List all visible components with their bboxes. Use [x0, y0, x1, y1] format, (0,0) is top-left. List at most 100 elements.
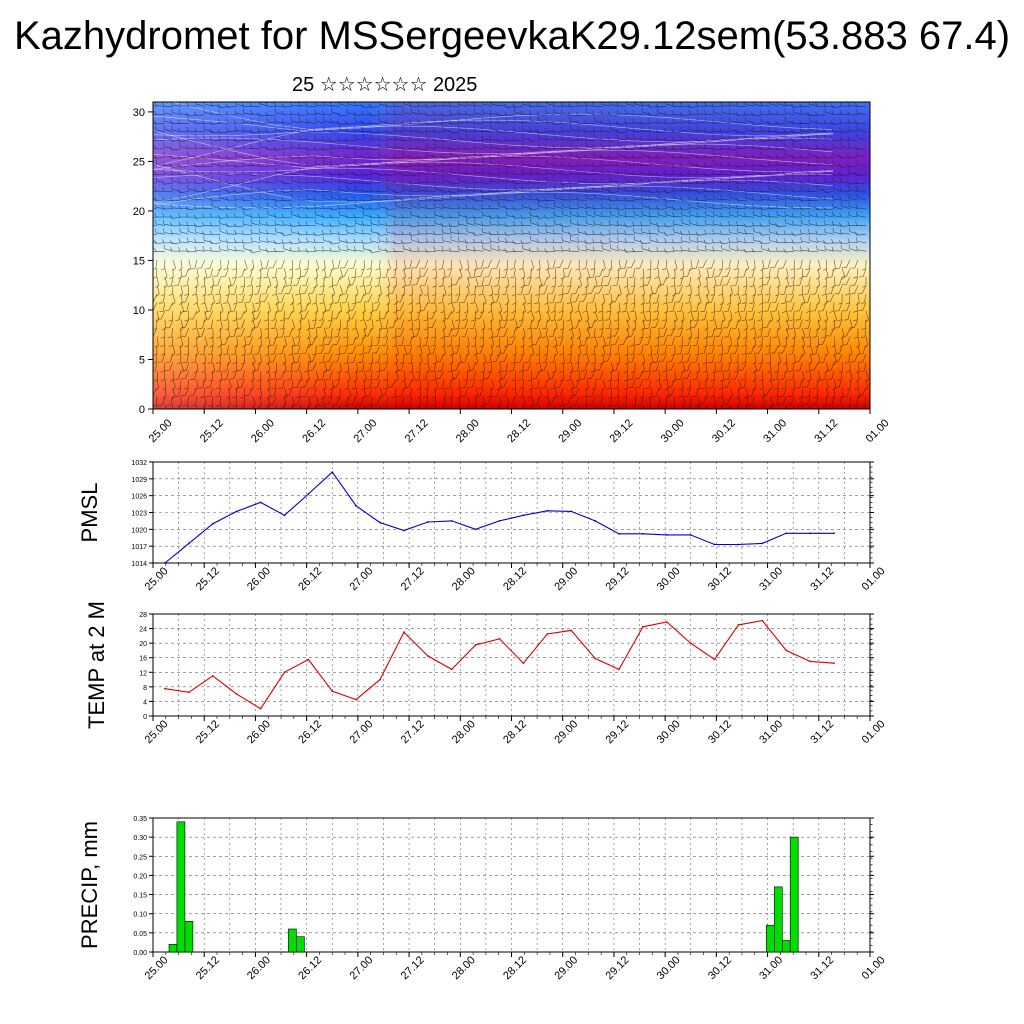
x-tick-label: 28.00 [450, 565, 478, 593]
data-point [498, 637, 501, 640]
x-tick-label: 29.00 [552, 718, 580, 746]
x-tick-label: 30.12 [706, 954, 734, 982]
x-tick-label: 25.12 [194, 565, 222, 593]
x-tick-label: 27.12 [399, 718, 427, 746]
data-point [642, 625, 644, 628]
y-tick-label: 0.00 [133, 950, 147, 957]
data-point [833, 662, 835, 665]
data-point [546, 633, 549, 635]
data-point [426, 655, 429, 657]
chart-title: Kazhydromet for MSSergeevkaK29.12sem(53.… [13, 14, 1011, 58]
data-point [307, 658, 310, 661]
profile-x-tick-label: 01.00 [864, 417, 892, 445]
data-point [594, 657, 596, 660]
profile-y-tick-label: 15 [133, 255, 145, 267]
y-tick-label: 0.25 [133, 854, 147, 861]
x-tick-label: 26.12 [296, 954, 324, 982]
data-point [642, 532, 644, 535]
data-point [570, 510, 573, 513]
data-point [713, 658, 716, 661]
x-tick-label: 26.00 [245, 718, 273, 746]
x-tick-label: 28.12 [501, 954, 529, 982]
y-tick-label: 8 [143, 685, 147, 692]
profile-x-tick-label: 30.12 [710, 417, 738, 445]
data-point [235, 693, 238, 695]
profile-y-tick-label: 10 [133, 305, 145, 317]
x-tick-label: 25.12 [194, 954, 222, 982]
y-tick-label: 0.35 [133, 816, 147, 823]
profile-x-tick-label: 25.12 [198, 417, 226, 445]
profile-x-tick-label: 25.00 [147, 417, 175, 445]
profile-x-tick-label: 29.00 [556, 417, 584, 445]
y-tick-label: 16 [139, 656, 147, 663]
data-point [570, 629, 573, 632]
precip-bar [296, 936, 305, 953]
data-point [403, 529, 405, 532]
profile-y-tick-label: 0 [139, 404, 145, 416]
x-tick-label: 29.00 [552, 954, 580, 982]
profile-x-tick-label: 29.12 [608, 417, 636, 445]
profile-y-tick-label: 5 [139, 354, 145, 366]
data-point [761, 542, 764, 545]
x-tick-label: 29.12 [604, 565, 632, 593]
profile-x-tick-label: 28.00 [454, 417, 482, 445]
data-point [833, 532, 835, 535]
profile-panel: 0 5 10 15 20 25 30 25.00 25.12 26.00 26.12 27.00 27.… [133, 101, 892, 445]
precip-bar [184, 921, 194, 953]
data-point [761, 619, 764, 622]
x-tick-label: 31.00 [757, 565, 785, 593]
y-tick-label: 1014 [131, 561, 147, 568]
data-point [450, 668, 453, 671]
x-tick-label: 26.00 [245, 954, 273, 982]
data-point [474, 528, 477, 531]
data-point [283, 671, 286, 674]
data-point [379, 678, 381, 681]
temp-panel: 0 4 8 12 16 20 24 28 25.00 25.12 26.00 26.12 27.00 27… [84, 601, 888, 746]
data-point [331, 690, 334, 693]
y-axis-label: PMSL [77, 483, 102, 543]
data-point [211, 522, 214, 525]
x-tick-label: 30.12 [706, 718, 734, 746]
data-point [618, 532, 620, 535]
data-point [737, 543, 740, 546]
precip-bar [288, 928, 297, 953]
data-point [211, 675, 214, 677]
x-tick-label: 27.00 [347, 954, 375, 982]
x-tick-label: 26.12 [296, 565, 324, 593]
y-tick-label: 0.20 [133, 873, 147, 880]
x-tick-label: 30.00 [655, 565, 683, 593]
profile-y-tick-label: 20 [133, 206, 145, 218]
profile-field-shade [153, 102, 870, 409]
y-tick-label: 0.15 [133, 893, 147, 900]
y-tick-label: 24 [139, 627, 147, 634]
contour-line [153, 137, 834, 155]
y-axis-label: PRECIP, mm [77, 821, 102, 949]
data-point [259, 707, 262, 710]
y-tick-label: 1026 [131, 494, 147, 501]
data-point [713, 543, 716, 546]
x-tick-label: 27.00 [347, 565, 375, 593]
data-point [546, 509, 549, 512]
y-tick-label: 0.10 [133, 912, 147, 919]
x-tick-label: 27.12 [399, 565, 427, 593]
profile-x-tick-label: 26.12 [300, 417, 328, 445]
data-point [809, 532, 811, 535]
data-point [283, 514, 286, 517]
data-point [426, 521, 429, 523]
chart-subtitle: 25 ☆☆☆☆☆☆ 2025 [292, 74, 478, 96]
data-point [164, 687, 166, 690]
x-tick-label: 30.12 [706, 565, 734, 593]
y-tick-label: 0.05 [133, 931, 147, 938]
data-point [737, 624, 740, 626]
data-point [522, 514, 525, 517]
data-point [307, 493, 310, 495]
contour-line [153, 191, 834, 209]
x-tick-label: 29.00 [552, 565, 580, 593]
x-tick-label: 30.00 [655, 718, 683, 746]
y-axis-label: TEMP at 2 M [84, 601, 109, 729]
data-point [188, 691, 190, 694]
data-point [785, 532, 788, 535]
profile-x-tick-label: 31.00 [761, 417, 789, 445]
x-tick-label: 01.00 [860, 718, 888, 746]
precip-bar [176, 821, 186, 953]
